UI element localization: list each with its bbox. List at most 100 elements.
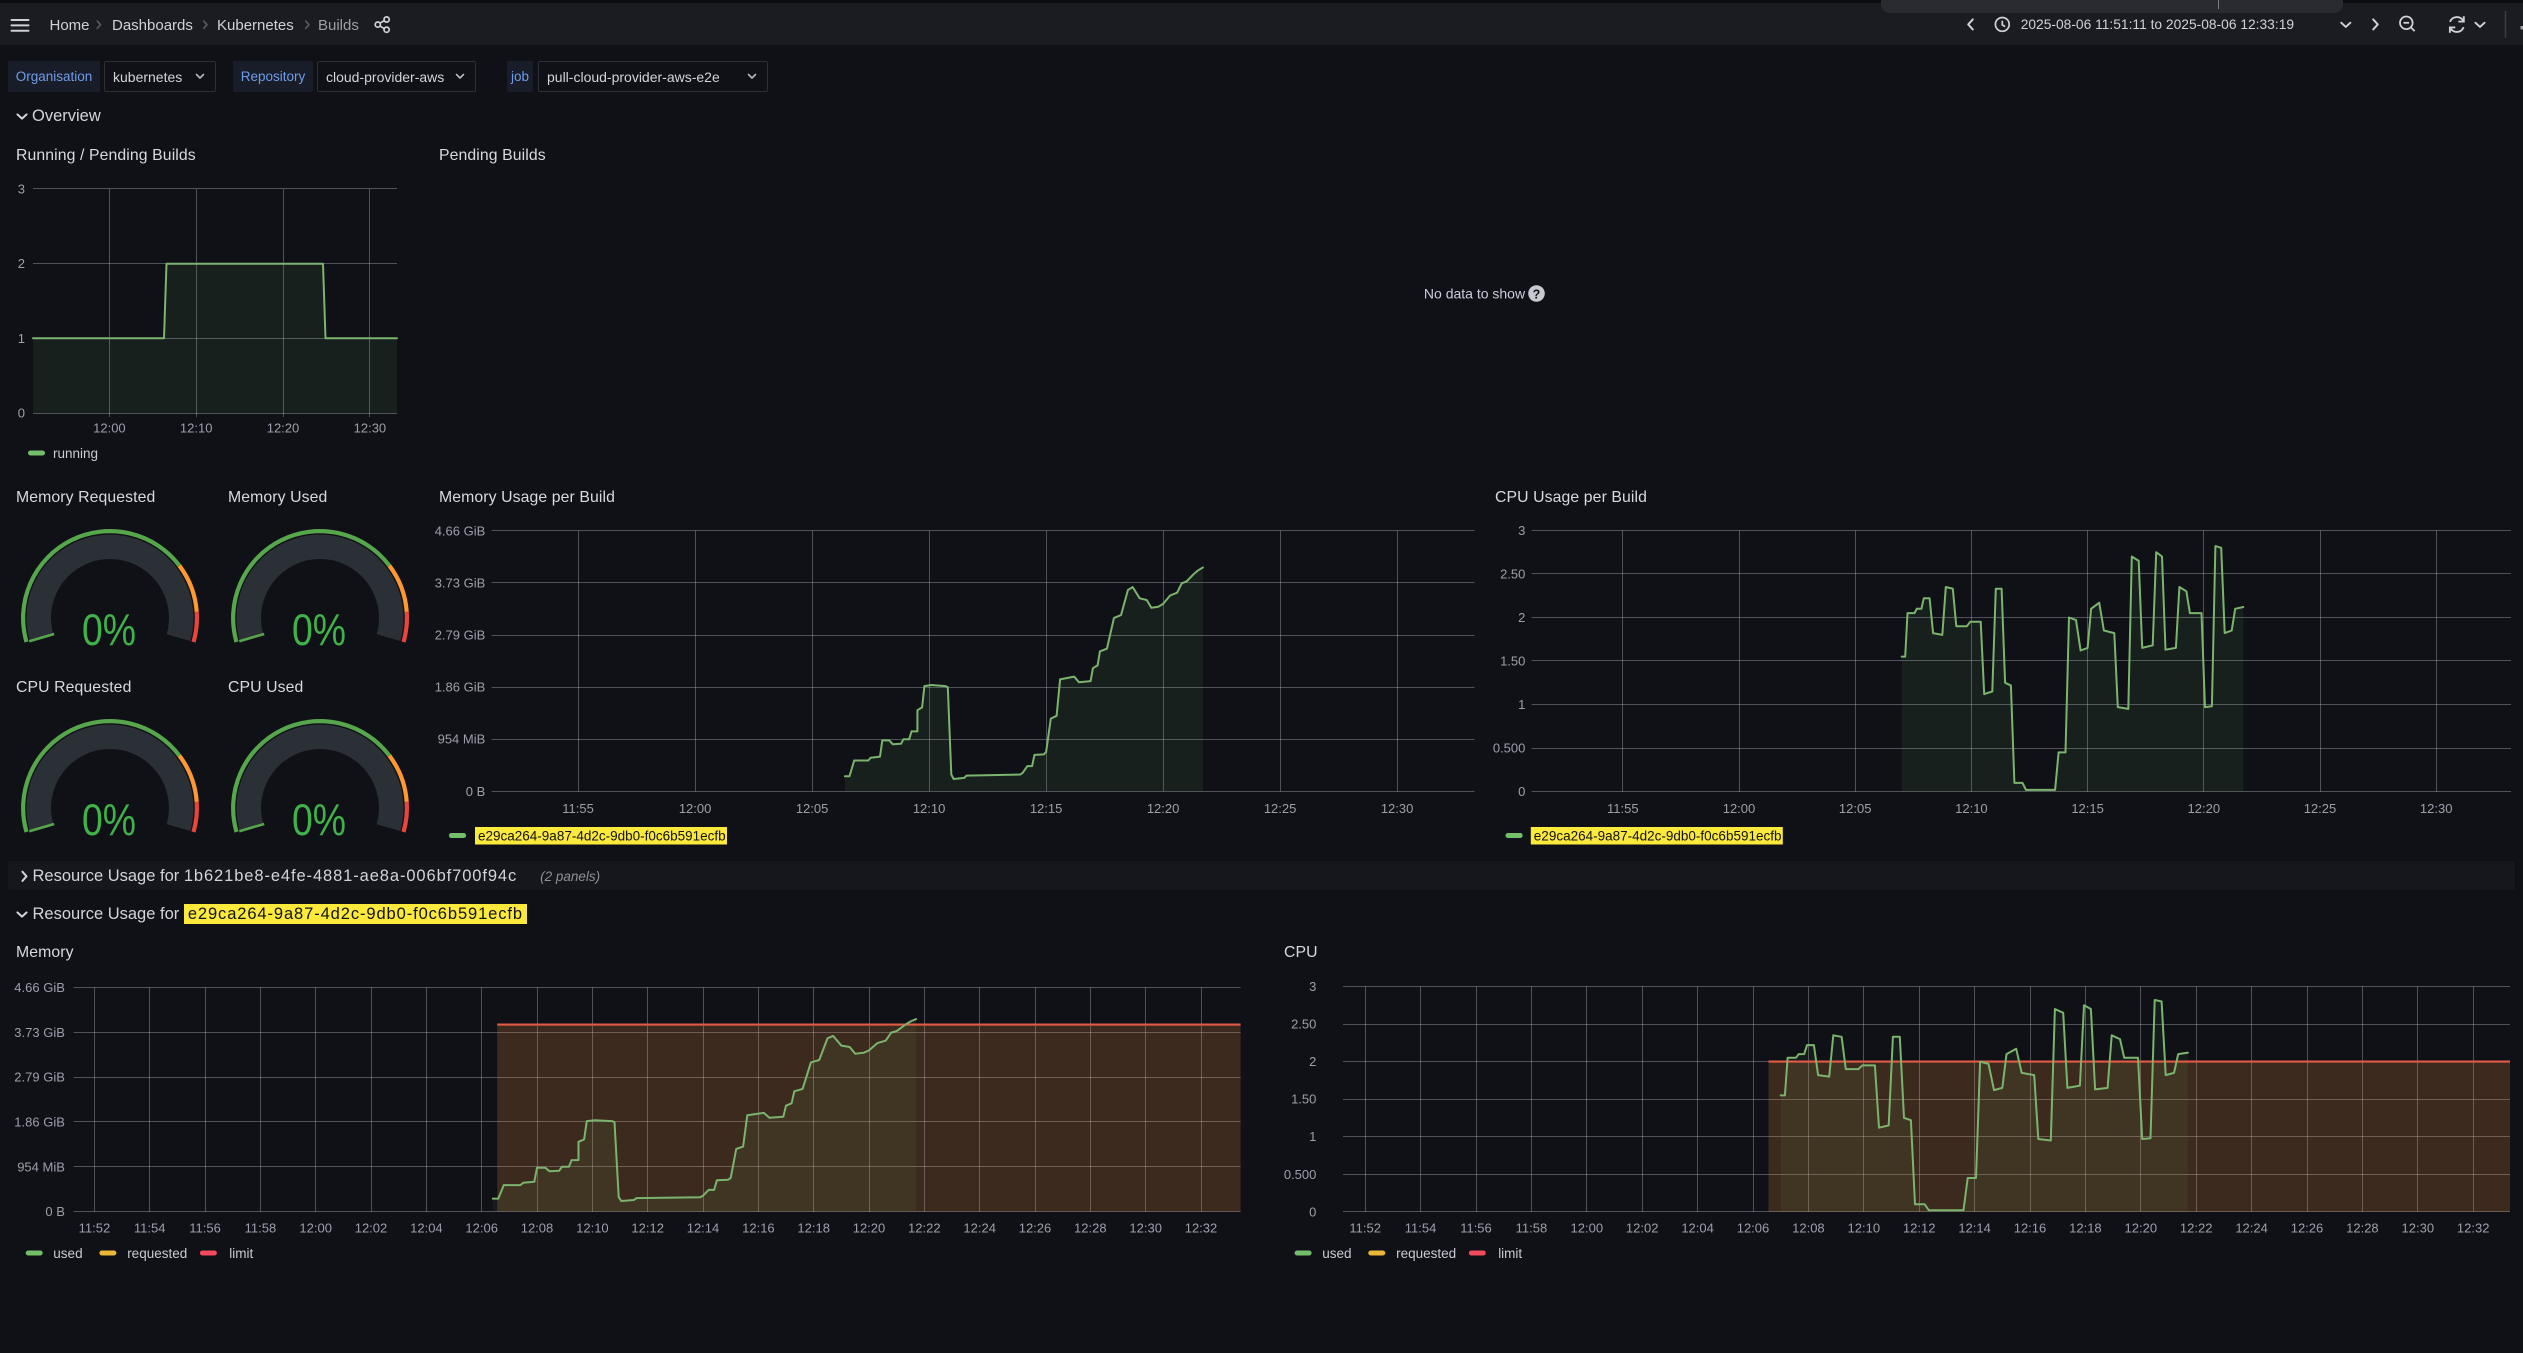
- svg-text:0 B: 0 B: [45, 1204, 65, 1219]
- svg-text:11:55: 11:55: [562, 801, 594, 816]
- svg-text:11:56: 11:56: [189, 1220, 221, 1235]
- svg-text:11:58: 11:58: [1516, 1220, 1548, 1235]
- svg-text:12:05: 12:05: [796, 801, 829, 816]
- svg-text:1: 1: [1518, 697, 1525, 712]
- svg-text:0: 0: [1309, 1204, 1316, 1219]
- svg-text:12:00: 12:00: [93, 421, 126, 436]
- svg-text:No data to show: No data to show: [1424, 286, 1526, 302]
- svg-text:12:18: 12:18: [2069, 1220, 2102, 1235]
- svg-text:12:10: 12:10: [913, 801, 946, 816]
- svg-text:11:56: 11:56: [1460, 1220, 1492, 1235]
- svg-text:2: 2: [1518, 610, 1525, 625]
- svg-text:12:32: 12:32: [1185, 1220, 1218, 1235]
- svg-text:11:52: 11:52: [79, 1220, 111, 1235]
- svg-text:2.50: 2.50: [1500, 566, 1525, 581]
- svg-text:running: running: [53, 446, 98, 461]
- svg-text:1.50: 1.50: [1500, 654, 1525, 669]
- svg-text:0 B: 0 B: [466, 784, 486, 799]
- svg-text:12:16: 12:16: [742, 1220, 775, 1235]
- svg-text:0: 0: [18, 406, 25, 421]
- svg-text:used: used: [1322, 1246, 1351, 1261]
- svg-text:requested: requested: [127, 1246, 187, 1261]
- svg-text:1.86 GiB: 1.86 GiB: [435, 680, 486, 695]
- svg-text:12:26: 12:26: [1019, 1220, 1052, 1235]
- svg-text:12:20: 12:20: [1147, 801, 1180, 816]
- svg-text:11:54: 11:54: [134, 1220, 166, 1235]
- svg-text:12:00: 12:00: [1571, 1220, 1604, 1235]
- svg-text:0%: 0%: [292, 606, 346, 655]
- svg-text:12:20: 12:20: [853, 1220, 886, 1235]
- svg-text:12:05: 12:05: [1839, 801, 1872, 816]
- svg-text:12:00: 12:00: [679, 801, 712, 816]
- svg-text:12:06: 12:06: [1737, 1220, 1770, 1235]
- svg-text:2025-08-06 11:51:11 to 2025-08: 2025-08-06 11:51:11 to 2025-08-06 12:33:…: [2021, 17, 2295, 32]
- svg-text:12:26: 12:26: [2291, 1220, 2324, 1235]
- svg-text:954 MiB: 954 MiB: [438, 732, 486, 747]
- svg-text:3: 3: [1518, 523, 1525, 538]
- svg-text:e29ca264-9a87-4d2c-9db0-f0c6b5: e29ca264-9a87-4d2c-9db0-f0c6b591ecfb: [1534, 828, 1782, 843]
- svg-text:2.79 GiB: 2.79 GiB: [435, 628, 486, 643]
- svg-text:12:28: 12:28: [1074, 1220, 1107, 1235]
- svg-text:11:58: 11:58: [245, 1220, 277, 1235]
- svg-text:2.79 GiB: 2.79 GiB: [14, 1070, 65, 1085]
- svg-text:limit: limit: [229, 1246, 253, 1261]
- svg-text:12:30: 12:30: [2420, 801, 2453, 816]
- svg-text:0.500: 0.500: [1493, 741, 1526, 756]
- svg-text:12:02: 12:02: [1626, 1220, 1659, 1235]
- svg-text:11:54: 11:54: [1405, 1220, 1437, 1235]
- svg-text:12:10: 12:10: [1955, 801, 1988, 816]
- svg-text:11:52: 11:52: [1349, 1220, 1381, 1235]
- svg-text:12:22: 12:22: [2180, 1220, 2213, 1235]
- svg-text:0.500: 0.500: [1284, 1167, 1317, 1182]
- svg-text:1: 1: [18, 331, 25, 346]
- svg-text:1.86 GiB: 1.86 GiB: [14, 1115, 65, 1130]
- svg-text:12:00: 12:00: [299, 1220, 332, 1235]
- svg-text:12:30: 12:30: [354, 421, 387, 436]
- svg-text:954 MiB: 954 MiB: [17, 1159, 65, 1174]
- svg-text:12:10: 12:10: [180, 421, 213, 436]
- svg-text:12:32: 12:32: [2457, 1220, 2490, 1235]
- svg-text:12:30: 12:30: [2402, 1220, 2435, 1235]
- svg-text:12:00: 12:00: [1723, 801, 1756, 816]
- svg-text:12:28: 12:28: [2346, 1220, 2379, 1235]
- svg-text:12:20: 12:20: [2125, 1220, 2158, 1235]
- svg-text:12:24: 12:24: [2235, 1220, 2268, 1235]
- svg-text:12:22: 12:22: [908, 1220, 941, 1235]
- svg-text:0: 0: [1518, 784, 1525, 799]
- svg-text:12:15: 12:15: [2071, 801, 2104, 816]
- svg-text:0%: 0%: [82, 606, 136, 655]
- svg-text:2: 2: [18, 256, 25, 271]
- svg-text:12:18: 12:18: [797, 1220, 830, 1235]
- svg-text:12:25: 12:25: [2304, 801, 2337, 816]
- svg-text:3.73 GiB: 3.73 GiB: [435, 575, 486, 590]
- svg-text:12:14: 12:14: [687, 1220, 720, 1235]
- svg-text:12:10: 12:10: [576, 1220, 609, 1235]
- svg-text:limit: limit: [1498, 1246, 1522, 1261]
- svg-text:1: 1: [1309, 1129, 1316, 1144]
- svg-text:requested: requested: [1396, 1246, 1456, 1261]
- svg-text:12:10: 12:10: [1848, 1220, 1881, 1235]
- svg-text:e29ca264-9a87-4d2c-9db0-f0c6b5: e29ca264-9a87-4d2c-9db0-f0c6b591ecfb: [478, 828, 726, 843]
- svg-text:3: 3: [18, 182, 25, 197]
- svg-text:used: used: [53, 1246, 82, 1261]
- svg-text:12:04: 12:04: [410, 1220, 443, 1235]
- svg-text:12:16: 12:16: [2014, 1220, 2047, 1235]
- svg-text:12:04: 12:04: [1681, 1220, 1714, 1235]
- svg-text:12:12: 12:12: [1903, 1220, 1936, 1235]
- svg-text:12:02: 12:02: [355, 1220, 388, 1235]
- svg-text:12:06: 12:06: [465, 1220, 498, 1235]
- svg-text:4.66 GiB: 4.66 GiB: [14, 980, 65, 995]
- svg-text:3: 3: [1309, 979, 1316, 994]
- svg-text:12:20: 12:20: [2188, 801, 2221, 816]
- svg-text:1.50: 1.50: [1291, 1092, 1316, 1107]
- svg-text:4.66 GiB: 4.66 GiB: [435, 523, 486, 538]
- svg-text:12:25: 12:25: [1264, 801, 1297, 816]
- svg-text:12:24: 12:24: [963, 1220, 996, 1235]
- svg-text:12:08: 12:08: [1792, 1220, 1825, 1235]
- svg-text:?: ?: [1533, 287, 1541, 301]
- svg-text:11:55: 11:55: [1607, 801, 1639, 816]
- svg-text:12:30: 12:30: [1381, 801, 1414, 816]
- svg-text:12:14: 12:14: [1958, 1220, 1991, 1235]
- svg-text:0%: 0%: [82, 796, 136, 845]
- svg-text:2: 2: [1309, 1054, 1316, 1069]
